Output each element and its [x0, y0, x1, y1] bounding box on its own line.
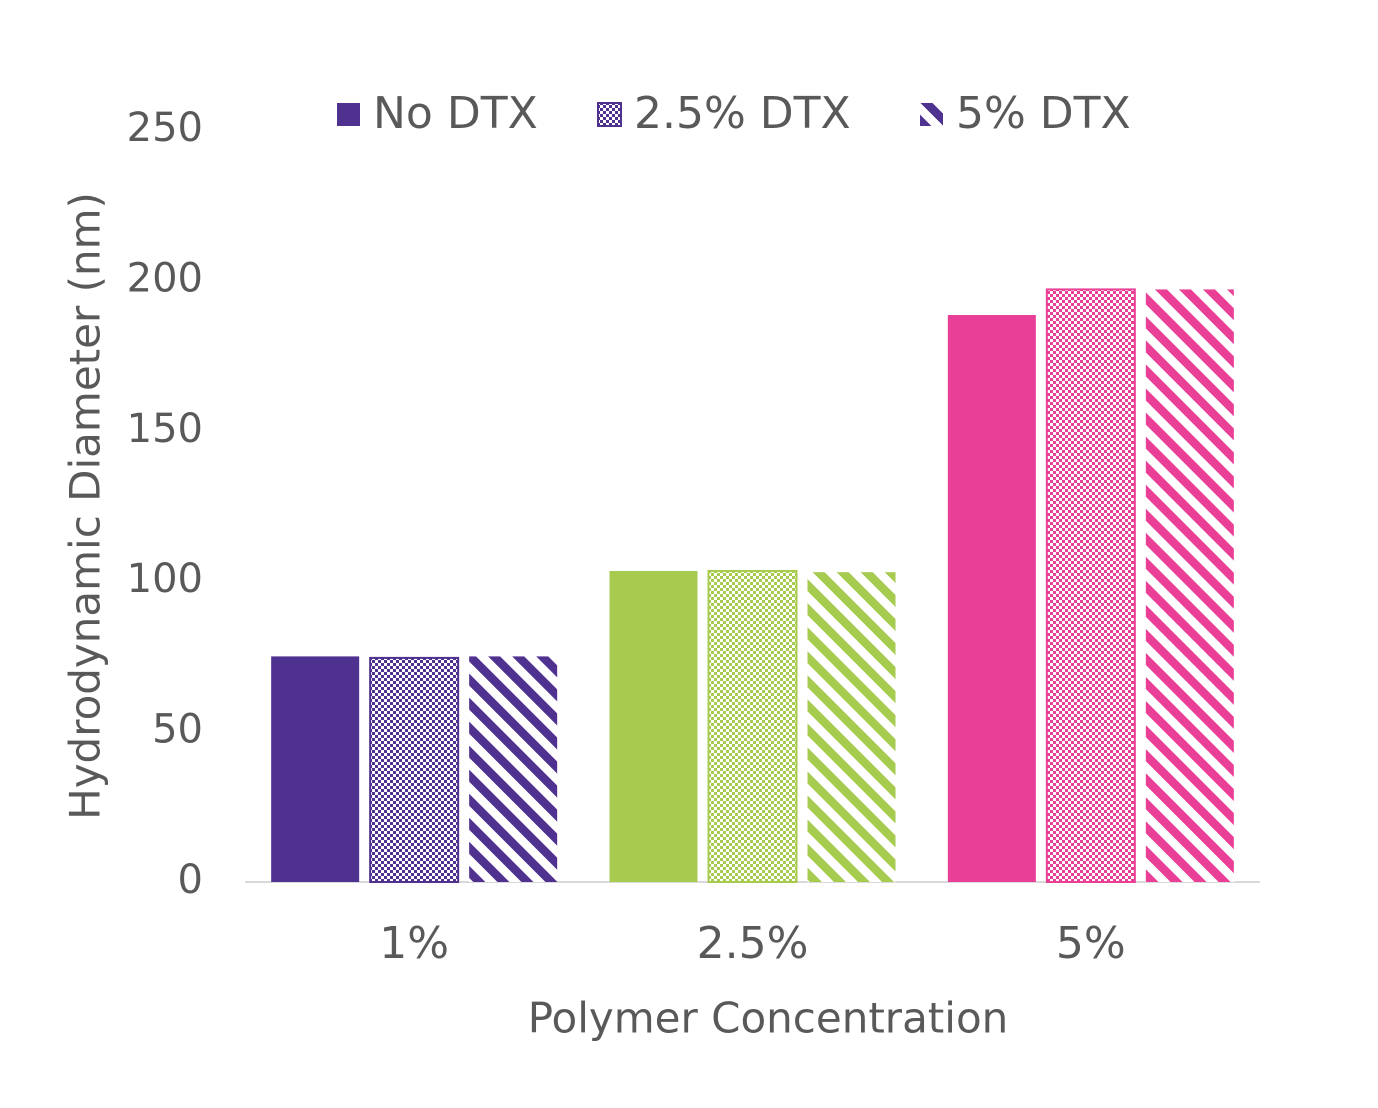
bar	[271, 656, 360, 882]
x-tick-label: 1%	[379, 918, 449, 969]
y-tick-label: 50	[152, 707, 203, 753]
legend-swatch	[920, 103, 943, 126]
bar	[707, 569, 798, 883]
y-tick-label: 150	[127, 406, 203, 452]
bar	[1145, 289, 1234, 882]
y-tick-label: 250	[127, 105, 203, 151]
bar	[369, 656, 460, 883]
legend-label: 2.5% DTX	[634, 88, 851, 139]
y-tick-label: 200	[127, 255, 203, 301]
x-tick-label: 2.5%	[697, 918, 809, 969]
bar	[609, 570, 698, 882]
bar	[469, 656, 558, 882]
legend-label: No DTX	[373, 88, 538, 139]
legend-swatch	[597, 102, 622, 127]
x-axis-title: Polymer Concentration	[528, 994, 1009, 1043]
y-axis-title: Hydrodynamic Diameter (nm)	[61, 192, 110, 820]
legend-label: 5% DTX	[956, 88, 1131, 139]
legend-swatch	[337, 103, 360, 126]
y-tick-label: 0	[178, 857, 203, 903]
bar	[1045, 288, 1136, 883]
y-tick-label: 100	[127, 556, 203, 602]
x-tick-label: 5%	[1056, 918, 1126, 969]
bar	[807, 572, 896, 882]
bar	[947, 314, 1036, 882]
